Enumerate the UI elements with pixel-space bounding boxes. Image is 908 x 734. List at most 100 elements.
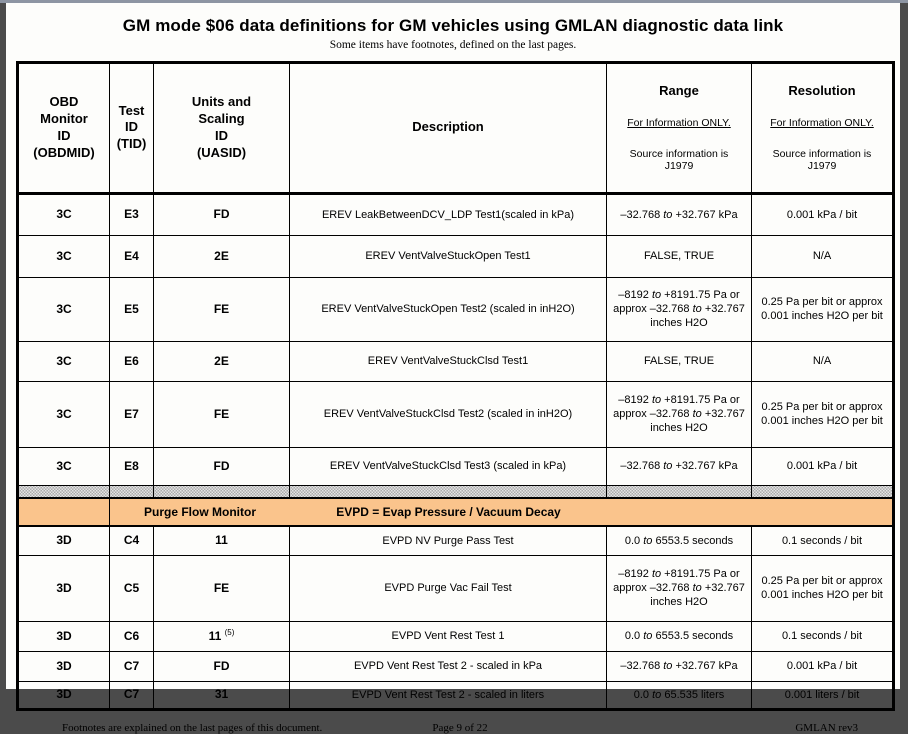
cell-range: FALSE, TRUE <box>606 340 752 382</box>
cell-obdmid: 3C <box>17 192 110 236</box>
cell-range: 0.0 to 65.535 liters <box>606 680 752 710</box>
table-row: 3D C6 11 (5) EVPD Vent Rest Test 1 0.0 to 65… <box>17 620 894 652</box>
page-footer: Footnotes are explained on the last page… <box>16 722 892 734</box>
cell-tid: C4 <box>109 525 154 556</box>
page-title: GM mode $06 data definitions for GM vehi… <box>122 16 784 35</box>
col-header-uasid: Units and Scaling ID (UASID) <box>153 62 290 195</box>
cell-resolution: 0.25 Pa per bit or approx 0.001 inches H… <box>751 380 894 448</box>
cell-resolution: N/A <box>751 340 894 382</box>
cell-uasid: FE <box>153 380 290 448</box>
range-header-source: Source information is J1979 <box>629 147 729 173</box>
cell-resolution: 0.25 Pa per bit or approx 0.001 inches H… <box>751 276 894 342</box>
footer-revision: GMLAN rev3 <box>795 721 858 734</box>
cell-range: –32.768 to +32.767 kPa <box>606 192 752 236</box>
cell-obdmid: 3C <box>17 340 110 382</box>
cell-tid: C5 <box>109 554 154 622</box>
cell-resolution: 0.25 Pa per bit or approx 0.001 inches H… <box>751 554 894 622</box>
cell-resolution: 0.1 seconds / bit <box>751 620 894 652</box>
cell-range: –8192 to +8191.75 Pa or approx –32.768 t… <box>606 276 752 342</box>
cell-tid: E7 <box>109 380 154 448</box>
cell-obdmid: 3D <box>17 620 110 652</box>
cell-description: EVPD NV Purge Pass Test <box>289 525 607 556</box>
separator-row <box>17 484 894 499</box>
cell-resolution: 0.001 liters / bit <box>751 680 894 710</box>
cell-tid: C6 <box>109 620 154 652</box>
cell-obdmid: 3D <box>17 650 110 682</box>
data-table: OBD Monitor ID (OBDMID) Test ID (TID) Un… <box>16 61 895 711</box>
col-header-obdmid: OBD Monitor ID (OBDMID) <box>17 62 110 195</box>
cell-description: EVPD Vent Rest Test 2 - scaled in liters <box>289 680 607 710</box>
window-frame-top-edge <box>0 0 908 3</box>
col-header-description: Description <box>289 62 607 195</box>
cell-resolution: 0.001 kPa / bit <box>751 446 894 486</box>
cell-range: –8192 to +8191.75 Pa or approx –32.768 t… <box>606 554 752 622</box>
cell-resolution: 0.001 kPa / bit <box>751 650 894 682</box>
table-row: 3C E7 FE EREV VentValveStuckClsd Test2 (sca… <box>17 380 894 448</box>
separator-cell <box>17 484 110 499</box>
cell-uasid: FE <box>153 554 290 622</box>
cell-range: –32.768 to +32.767 kPa <box>606 650 752 682</box>
col-header-resolution: Resolution For Information ONLY. Source … <box>751 62 894 195</box>
section-cell: Purge Flow Monitor EVPD = Evap Pressure /… <box>109 497 894 528</box>
cell-obdmid: 3D <box>17 554 110 622</box>
cell-uasid: FD <box>153 650 290 682</box>
cell-description: EREV LeakBetweenDCV_LDP Test1(scaled in … <box>289 192 607 236</box>
cell-range: 0.0 to 6553.5 seconds <box>606 525 752 556</box>
footer-page-number: Page 9 of 22 <box>432 721 488 734</box>
cell-tid: E8 <box>109 446 154 486</box>
cell-description: EREV VentValveStuckOpen Test2 (scaled in… <box>289 276 607 342</box>
footer-footnote-text: Footnotes are explained on the last page… <box>62 721 323 734</box>
separator-cell <box>289 484 607 499</box>
cell-obdmid: 3C <box>17 446 110 486</box>
cell-resolution: 0.001 kPa / bit <box>751 192 894 236</box>
cell-uasid: FD <box>153 192 290 236</box>
cell-uasid: 2E <box>153 340 290 382</box>
resolution-header-title: Resolution <box>788 82 856 98</box>
table-row: 3C E5 FE EREV VentValveStuckOpen Test2 (sca… <box>17 276 894 342</box>
table-row: 3D C7 31 EVPD Vent Rest Test 2 - scaled in … <box>17 680 894 710</box>
cell-description: EREV VentValveStuckOpen Test1 <box>289 234 607 278</box>
separator-cell <box>606 484 752 499</box>
cell-range: –32.768 to +32.767 kPa <box>606 446 752 486</box>
footnote-marker: (5) <box>224 627 235 637</box>
cell-uasid: 11 <box>153 525 290 556</box>
page-subtitle: Some items have footnotes, defined on th… <box>329 39 577 51</box>
cell-obdmid: 3C <box>17 276 110 342</box>
table-row: 3D C5 FE EVPD Purge Vac Fail Test –8192 to +… <box>17 554 894 622</box>
cell-description: EVPD Vent Rest Test 1 <box>289 620 607 652</box>
separator-cell <box>109 484 154 499</box>
range-header-note: For Information ONLY. <box>627 116 731 129</box>
cell-obdmid: 3C <box>17 234 110 278</box>
section-description: EVPD = Evap Pressure / Vacuum Decay <box>336 504 561 519</box>
cell-description: EREV VentValveStuckClsd Test2 (scaled in… <box>289 380 607 448</box>
document-page: GM mode $06 data definitions for GM vehi… <box>6 3 900 734</box>
cell-tid: C7 <box>109 680 154 710</box>
table-header-row: OBD Monitor ID (OBDMID) Test ID (TID) Un… <box>17 62 894 195</box>
cell-range: FALSE, TRUE <box>606 234 752 278</box>
cell-range: 0.0 to 6553.5 seconds <box>606 620 752 652</box>
cell-resolution: N/A <box>751 234 894 278</box>
cell-resolution: 0.1 seconds / bit <box>751 525 894 556</box>
cell-description: EVPD Vent Rest Test 2 - scaled in kPa <box>289 650 607 682</box>
separator-cell <box>153 484 290 499</box>
section-row: Purge Flow Monitor EVPD = Evap Pressure /… <box>17 497 894 528</box>
section-label: Purge Flow Monitor <box>144 504 256 519</box>
table-row: 3C E8 FD EREV VentValveStuckClsd Test3 (sca… <box>17 446 894 486</box>
table-row: 3C E6 2E EREV VentValveStuckClsd Test1 FALSE… <box>17 340 894 382</box>
cell-tid: E5 <box>109 276 154 342</box>
cell-tid: E3 <box>109 192 154 236</box>
cell-description: EREV VentValveStuckClsd Test1 <box>289 340 607 382</box>
range-header-title: Range <box>659 82 699 98</box>
resolution-header-source: Source information is J1979 <box>772 147 872 173</box>
table-row: 3C E3 FD EREV LeakBetweenDCV_LDP Test1(scal… <box>17 192 894 236</box>
cell-uasid: 31 <box>153 680 290 710</box>
table-row: 3D C7 FD EVPD Vent Rest Test 2 - scaled in … <box>17 650 894 682</box>
separator-cell <box>751 484 894 499</box>
cell-description: EVPD Purge Vac Fail Test <box>289 554 607 622</box>
cell-obdmid: 3D <box>17 680 110 710</box>
table-row: 3D C4 11 EVPD NV Purge Pass Test 0.0 to 6553… <box>17 525 894 556</box>
cell-description: EREV VentValveStuckClsd Test3 (scaled in… <box>289 446 607 486</box>
resolution-header-note: For Information ONLY. <box>770 116 874 129</box>
section-empty-cell <box>17 497 110 528</box>
cell-uasid: 11 (5) <box>153 620 290 652</box>
